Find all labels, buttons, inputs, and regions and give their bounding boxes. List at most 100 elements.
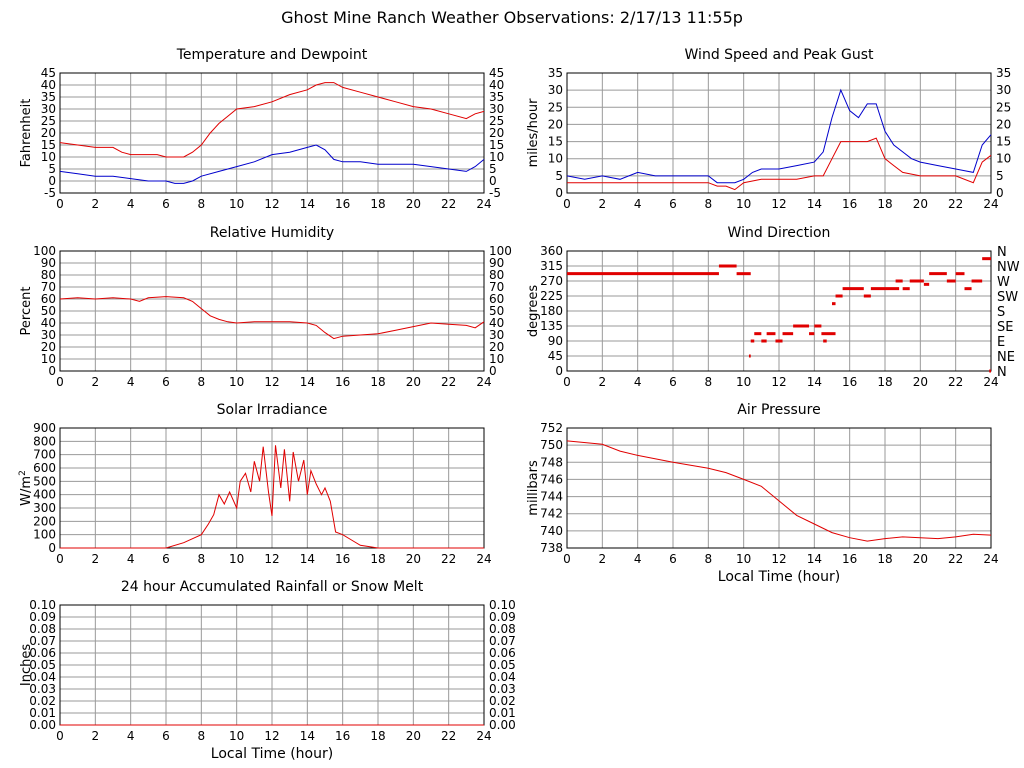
x-tick-label: 24 bbox=[476, 375, 491, 389]
y-tick-label-right: 0.10 bbox=[489, 598, 516, 612]
x-tick-label: 10 bbox=[229, 729, 244, 743]
x-tick-label: 18 bbox=[877, 375, 892, 389]
y-tick-label: 748 bbox=[540, 455, 563, 469]
x-tick-label: 10 bbox=[229, 375, 244, 389]
y-tick-label: 600 bbox=[33, 461, 56, 475]
x-tick-label: 8 bbox=[705, 375, 713, 389]
x-tick-label: 12 bbox=[771, 552, 786, 566]
x-tick-label: 0 bbox=[563, 552, 571, 566]
y-tick-label-right: 70 bbox=[489, 280, 504, 294]
y-tick-label: 0 bbox=[48, 541, 56, 555]
x-tick-label: 0 bbox=[56, 197, 64, 211]
y-tick-label: 0.01 bbox=[29, 706, 56, 720]
compass-label: NE bbox=[997, 350, 1015, 365]
y-tick-label: 0 bbox=[48, 174, 56, 188]
x-tick-label: 22 bbox=[441, 729, 456, 743]
y-tick-label-right: 10 bbox=[489, 150, 504, 164]
y-tick-label-right: 40 bbox=[489, 78, 504, 92]
x-tick-label: 16 bbox=[335, 375, 350, 389]
pressure-title: Air Pressure bbox=[737, 402, 820, 418]
x-tick-label: 18 bbox=[370, 375, 385, 389]
humidity-ylabel: Percent bbox=[19, 287, 34, 336]
y-tick-label: 200 bbox=[33, 514, 56, 528]
x-tick-label: 14 bbox=[300, 729, 315, 743]
temperature-title: Temperature and Dewpoint bbox=[176, 47, 368, 63]
x-tick-label: 0 bbox=[56, 729, 64, 743]
compass-label: SE bbox=[997, 320, 1013, 335]
plot-frame bbox=[566, 250, 992, 372]
x-tick-label: 2 bbox=[599, 552, 607, 566]
y-tick-label: 0.00 bbox=[29, 718, 56, 732]
y-tick-label: 15 bbox=[41, 138, 56, 152]
x-tick-label: 22 bbox=[948, 197, 963, 211]
x-tick-label: 24 bbox=[983, 552, 998, 566]
x-tick-label: 8 bbox=[705, 197, 713, 211]
y-tick-label-right: 0 bbox=[489, 174, 497, 188]
y-tick-label: 0 bbox=[555, 186, 563, 200]
x-tick-label: 20 bbox=[406, 197, 421, 211]
x-tick-label: 24 bbox=[476, 552, 491, 566]
x-tick-label: 4 bbox=[634, 375, 642, 389]
y-tick-label: 180 bbox=[540, 304, 563, 318]
x-tick-label: 10 bbox=[736, 552, 751, 566]
x-tick-label: 2 bbox=[92, 197, 100, 211]
x-tick-label: 2 bbox=[92, 729, 100, 743]
y-tick-label-right: 40 bbox=[489, 316, 504, 330]
x-tick-label: 20 bbox=[913, 197, 928, 211]
y-tick-label: 0.02 bbox=[29, 694, 56, 708]
y-tick-label: 30 bbox=[41, 102, 56, 116]
x-tick-label: 24 bbox=[983, 375, 998, 389]
y-tick-label: 135 bbox=[540, 319, 563, 333]
y-tick-label: 100 bbox=[33, 528, 56, 542]
x-tick-label: 16 bbox=[335, 552, 350, 566]
x-tick-label: 20 bbox=[406, 552, 421, 566]
y-tick-label-right: 20 bbox=[996, 117, 1011, 131]
y-tick-label: 225 bbox=[540, 289, 563, 303]
y-tick-label: 30 bbox=[41, 328, 56, 342]
y-tick-label-right: 25 bbox=[489, 114, 504, 128]
y-tick-label: 10 bbox=[41, 150, 56, 164]
y-tick-label: 10 bbox=[548, 152, 563, 166]
y-tick-label-right: 30 bbox=[996, 83, 1011, 97]
y-tick-label-right: 35 bbox=[489, 90, 504, 104]
y-tick-label: 40 bbox=[41, 78, 56, 92]
y-tick-label: 0 bbox=[555, 364, 563, 378]
x-tick-label: 22 bbox=[441, 552, 456, 566]
x-tick-label: 10 bbox=[736, 375, 751, 389]
y-tick-label: 35 bbox=[548, 66, 563, 80]
y-tick-label: 315 bbox=[540, 259, 563, 273]
x-tick-label: 4 bbox=[127, 552, 135, 566]
x-tick-label: 22 bbox=[948, 375, 963, 389]
y-tick-label: 0.05 bbox=[29, 658, 56, 672]
y-tick-label-right: 0.07 bbox=[489, 634, 516, 648]
x-tick-label: 14 bbox=[807, 375, 822, 389]
x-tick-label: 0 bbox=[56, 375, 64, 389]
x-tick-label: 10 bbox=[736, 197, 751, 211]
y-tick-label: 30 bbox=[548, 83, 563, 97]
y-tick-label: 360 bbox=[540, 244, 563, 258]
x-tick-label: 12 bbox=[771, 375, 786, 389]
y-tick-label-right: 10 bbox=[996, 152, 1011, 166]
y-tick-label: 0.03 bbox=[29, 682, 56, 696]
x-tick-label: 16 bbox=[335, 197, 350, 211]
x-tick-label: 2 bbox=[599, 197, 607, 211]
x-tick-label: 4 bbox=[634, 552, 642, 566]
pressure-xlabel: Local Time (hour) bbox=[718, 569, 840, 585]
page-title: Ghost Mine Ranch Weather Observations: 2… bbox=[281, 8, 743, 27]
y-tick-label: 0 bbox=[48, 364, 56, 378]
plot-frame bbox=[566, 427, 992, 549]
y-tick-label-right: 10 bbox=[489, 352, 504, 366]
x-tick-label: 8 bbox=[198, 197, 206, 211]
y-tick-label: 0.06 bbox=[29, 646, 56, 660]
wind-speed-series-blue bbox=[566, 88, 992, 184]
y-tick-label: 25 bbox=[41, 114, 56, 128]
humidity-title: Relative Humidity bbox=[210, 225, 334, 241]
x-tick-label: 2 bbox=[92, 375, 100, 389]
x-tick-label: 18 bbox=[370, 552, 385, 566]
y-tick-label: 0.07 bbox=[29, 634, 56, 648]
plot-frame bbox=[59, 427, 485, 549]
y-tick-label-right: 0.06 bbox=[489, 646, 516, 660]
